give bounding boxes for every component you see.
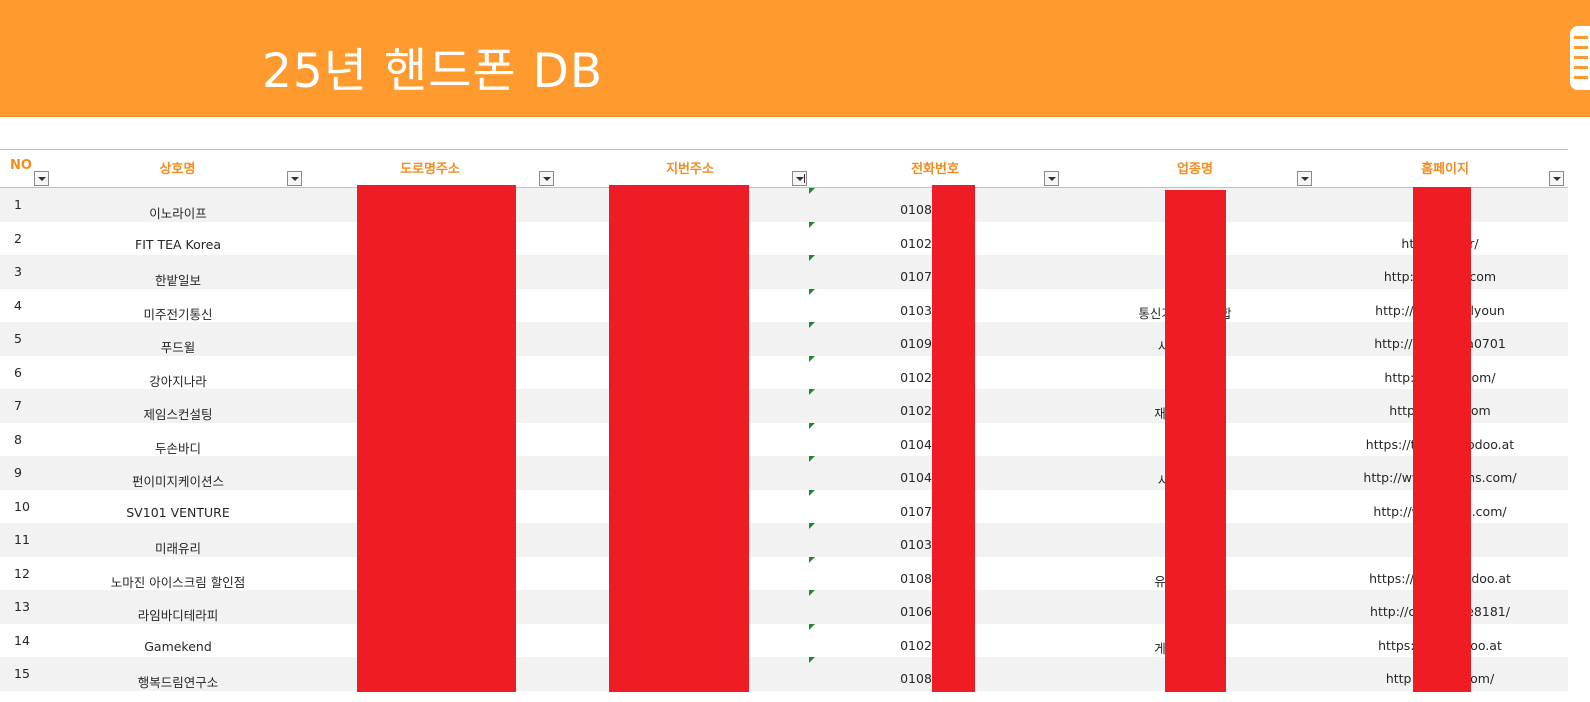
cell-business-name[interactable]: 푸드윌 xyxy=(160,340,196,355)
cell-phone[interactable]: 01042 xyxy=(900,436,940,452)
cell-phone[interactable]: 01027 xyxy=(900,369,940,385)
cell-phone[interactable]: 01039 xyxy=(900,302,940,318)
cell-no[interactable]: 4 xyxy=(14,297,22,313)
filter-dropdown-icon[interactable] xyxy=(34,171,49,186)
redaction-block xyxy=(1413,187,1471,692)
column-header-homepage[interactable]: 홈페이지 xyxy=(1421,162,1469,177)
filter-dropdown-icon[interactable] xyxy=(287,171,302,186)
cell-no[interactable]: 3 xyxy=(14,264,22,279)
cell-no[interactable]: 6 xyxy=(14,364,22,380)
table-row[interactable]: 3한밭일보울특별시빌딩 2서울90-4801076신http://ww lbo.… xyxy=(0,255,1568,289)
error-indicator-icon[interactable] xyxy=(809,322,815,328)
table-row[interactable]: 5푸드윌별시 강남개발빌딩서울90-3401090사업/ 종합http://bl… xyxy=(0,322,1568,356)
cell-no[interactable]: 11 xyxy=(14,532,30,547)
title-banner: 25년 핸드폰 DB xyxy=(0,0,1590,117)
error-indicator-icon[interactable] xyxy=(809,355,815,362)
redaction-block xyxy=(609,185,749,692)
cell-business-name[interactable]: Gamekend xyxy=(144,638,212,654)
cell-phone[interactable]: 01022 xyxy=(900,637,940,653)
header-bottom-border xyxy=(0,187,1568,188)
cell-no[interactable]: 14 xyxy=(14,632,30,648)
cell-no[interactable]: 12 xyxy=(14,565,30,581)
error-indicator-icon[interactable] xyxy=(809,657,815,663)
error-indicator-icon[interactable] xyxy=(809,422,815,429)
cell-business-name[interactable]: 미래유리 xyxy=(154,541,201,556)
filter-dropdown-icon[interactable] xyxy=(1549,171,1564,186)
error-indicator-icon[interactable] xyxy=(809,221,815,228)
cell-no[interactable]: 7 xyxy=(14,398,22,413)
table-row[interactable]: 9펀이미지케이션스시 강남구스플라자서울42-4301047사업/ 종합http… xyxy=(0,456,1568,490)
error-indicator-icon[interactable] xyxy=(809,288,815,295)
error-indicator-icon[interactable] xyxy=(809,523,815,529)
column-header-phone[interactable]: 전화번호 xyxy=(911,162,959,177)
cell-phone[interactable]: 01047 xyxy=(900,470,940,485)
cell-business-name[interactable]: 강아지나라 xyxy=(149,373,207,389)
error-indicator-icon[interactable] xyxy=(809,623,815,630)
cell-phone[interactable]: 01086 xyxy=(900,570,940,586)
cell-business-name[interactable]: 라임바디테라피 xyxy=(137,608,219,623)
cell-phone[interactable]: 01090 xyxy=(900,336,940,351)
cell-business-name[interactable]: 미주전기통신 xyxy=(143,306,213,322)
cell-business-name[interactable]: 펀이미지케이션스 xyxy=(131,474,224,489)
cell-business-name[interactable]: 제임스컨설팅 xyxy=(143,407,213,422)
table-row[interactable]: 1이노라이프서울특별301호서울90-3201081htt kr xyxy=(0,188,1568,222)
notepad-icon[interactable] xyxy=(1570,26,1590,90)
cell-no[interactable]: 5 xyxy=(14,331,22,346)
table-row[interactable]: 15행복드림연구소울특별시타워 7서울0-6001084금융 업http://h… xyxy=(0,657,1568,691)
column-header-business-type[interactable]: 업종명 xyxy=(1177,162,1213,177)
cell-phone[interactable]: 01068 xyxy=(900,604,940,619)
cell-business-name[interactable]: 한밭일보 xyxy=(154,273,201,288)
filter-dropdown-icon[interactable] xyxy=(1297,171,1312,186)
cell-business-name[interactable]: 노마진 아이스크림 할인점 xyxy=(110,574,246,590)
filter-dropdown-icon[interactable] xyxy=(1044,171,1059,186)
error-indicator-icon[interactable] xyxy=(809,590,815,596)
error-indicator-icon[interactable] xyxy=(809,456,815,462)
error-indicator-icon[interactable] xyxy=(809,489,815,496)
table-row[interactable]: 8두손바디시 강남구106호서울90-4901042미용 용https://tw… xyxy=(0,422,1568,457)
cell-business-name[interactable]: FIT TEA Korea xyxy=(135,236,221,252)
table-row[interactable]: 14Gamekend서울특별4-10서울90-4101022게임소 개발http… xyxy=(0,623,1568,658)
cell-no[interactable]: 13 xyxy=(14,599,30,614)
page-title: 25년 핸드폰 DB xyxy=(262,44,604,99)
cell-business-name[interactable]: 이노라이프 xyxy=(149,206,207,221)
cell-phone[interactable]: 01023 xyxy=(900,403,940,418)
table-row[interactable]: 13라임바디테라피별시 강남동우정에서울특별시우정에쉐르01068미용 용htt… xyxy=(0,590,1568,624)
cell-phone[interactable]: 01076 xyxy=(900,269,940,284)
error-indicator-icon[interactable] xyxy=(809,188,815,194)
cell-no[interactable]: 15 xyxy=(14,666,30,681)
cell-phone[interactable]: 01037 xyxy=(900,537,940,552)
redaction-block xyxy=(1165,190,1226,692)
header-top-border xyxy=(0,149,1568,150)
table-row[interactable]: 4미주전기통신특별시 강|대우0서울90-4901039통신기기/ 조-종합ht… xyxy=(0,288,1568,323)
cell-phone[interactable]: 01081 xyxy=(900,202,940,217)
cell-business-name[interactable]: SV101 VENTURE xyxy=(126,504,230,520)
table-row[interactable]: 11미래유리별시 강남(주)대치서89001037건설 사 xyxy=(0,523,1568,557)
filter-dropdown-icon[interactable] xyxy=(539,171,554,186)
cell-business-name[interactable]: 행복드림연구소 xyxy=(137,675,219,690)
cell-phone[interactable]: 01075 xyxy=(900,503,940,519)
error-indicator-icon[interactable] xyxy=(809,389,815,395)
column-header-lot-address[interactable]: 지번주소 xyxy=(666,162,714,177)
error-indicator-icon[interactable] xyxy=(809,556,815,563)
redaction-block xyxy=(357,185,516,692)
sort-filter-icon[interactable] xyxy=(792,171,807,186)
cell-no[interactable]: 9 xyxy=(14,465,22,480)
cell-phone[interactable]: 01029 xyxy=(900,235,940,251)
column-header-name[interactable]: 상호명 xyxy=(159,162,196,177)
cell-phone[interactable]: 01084 xyxy=(900,671,940,686)
column-header-road-address[interactable]: 도로명주소 xyxy=(400,162,460,177)
cell-no[interactable]: 8 xyxy=(14,431,22,447)
table-row[interactable]: 7제임스컨설팅서울특별501호서울90-4901023재개발 조합http://… xyxy=(0,389,1568,423)
cell-business-name[interactable]: 두손바디 xyxy=(154,440,201,456)
cell-no[interactable]: 1 xyxy=(14,197,22,212)
table-row[interactable]: 6강아지나라특별시 강왕개발서울90-3401027회http://do ory… xyxy=(0,355,1568,390)
cell-no[interactable]: 2 xyxy=(14,230,22,246)
error-indicator-icon[interactable] xyxy=(809,255,815,261)
redaction-block xyxy=(932,185,975,692)
column-header-no[interactable]: NO xyxy=(10,158,32,173)
cell-no[interactable]: 10 xyxy=(14,498,30,514)
